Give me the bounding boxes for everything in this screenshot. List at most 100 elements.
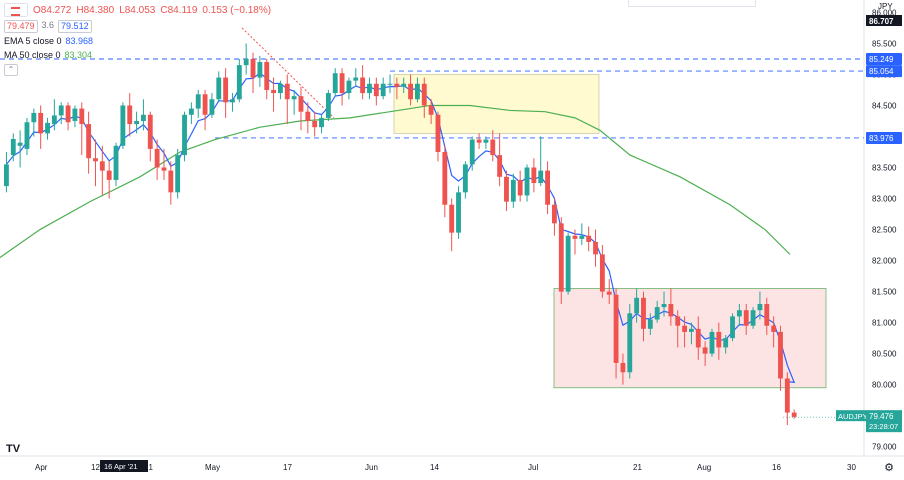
time-tick-label: Jun (365, 463, 378, 472)
level-label-85054: 85.054 (869, 67, 894, 76)
candle-body (449, 204, 455, 233)
last-price-label: 79.476 (869, 412, 894, 421)
level-label-85249-bg (866, 53, 902, 66)
candle-body (86, 124, 92, 159)
candle-body (141, 114, 146, 121)
level-label-83976-bg (866, 131, 902, 144)
candle-body (469, 139, 475, 165)
ma-label: MA 50 close 0 (4, 50, 61, 60)
candle-body (312, 120, 318, 128)
candle-body (456, 192, 461, 233)
time-tick-label: 30 (847, 463, 856, 472)
candle-body (743, 310, 749, 326)
buy-price-button[interactable]: 79.512 (58, 20, 92, 33)
candle-body (339, 73, 345, 94)
candle-body (325, 93, 331, 118)
candle-body (298, 96, 304, 112)
candle-body (476, 139, 482, 143)
tradingview-logo-icon: TV (6, 443, 21, 455)
demand-zone-rect (553, 288, 827, 389)
candle-body (106, 170, 112, 180)
candle-body (120, 105, 126, 146)
ema-legend[interactable]: EMA 5 close 0 83.968 (4, 36, 93, 46)
time-tick-label: May (205, 463, 220, 472)
symbol-tag: AUDJPY (838, 412, 868, 421)
candle-body (572, 235, 578, 239)
candle-body (531, 167, 537, 184)
candle-body (236, 65, 242, 100)
candle-body (771, 325, 777, 332)
price-tick-label: 84.500 (872, 101, 897, 110)
candle-body (579, 235, 585, 239)
candle-body (319, 117, 324, 128)
candle-body (373, 83, 379, 97)
time-tick-label: 21 (633, 463, 642, 472)
candle-body (291, 96, 297, 100)
candle-body (79, 108, 85, 125)
candle-body (641, 297, 646, 329)
candle-body (661, 304, 667, 308)
candle-body (510, 179, 516, 202)
candle-body (435, 114, 441, 152)
candle-body (517, 179, 523, 196)
candle-body (497, 155, 503, 177)
countdown-label: 23:28:07 (869, 422, 898, 431)
candle-body (38, 112, 44, 134)
candle-body (552, 204, 557, 224)
candle-body (627, 313, 633, 373)
high-value: H84.380 (76, 4, 115, 16)
currency-label: JPY (878, 2, 893, 11)
candle-body (675, 316, 681, 326)
candle-body (504, 176, 509, 202)
time-marker-label: 16 Apr '21 (104, 462, 138, 471)
candle-body (182, 114, 187, 156)
time-tick-label: 21 (144, 463, 153, 472)
time-marker-bg (100, 460, 148, 472)
candle-body (606, 291, 612, 295)
candle-body (428, 105, 434, 115)
candle-body (51, 115, 57, 125)
top-toolbar-tab[interactable] (628, 0, 756, 7)
candle-body (264, 62, 270, 90)
candle-body (387, 83, 393, 85)
close-value: C84.119 (160, 4, 198, 16)
supply-zone-rect (393, 74, 600, 134)
candle-body (134, 120, 139, 125)
time-tick-label: Apr (35, 463, 48, 472)
candle-body (380, 83, 386, 97)
candle-body (702, 347, 708, 354)
candle-body (360, 77, 366, 94)
candle-body (209, 99, 215, 115)
candle-body (161, 167, 167, 171)
level-label-83976: 83.976 (869, 134, 894, 143)
candle-body (216, 77, 222, 100)
candle-body (558, 223, 564, 292)
candle-body (750, 310, 756, 326)
settings-gear-icon[interactable]: ⚙ (884, 462, 894, 474)
candle-body (462, 164, 468, 193)
symbol-toggle-button[interactable] (4, 3, 28, 17)
candle-body (99, 161, 105, 171)
candle-body (599, 254, 605, 292)
candle-body (593, 241, 598, 255)
candle-body (764, 304, 770, 326)
sell-price-button[interactable]: 79.479 (4, 20, 38, 33)
candle-body (332, 73, 338, 94)
candle-body (93, 158, 98, 162)
collapse-legend-button[interactable]: ⌃ (4, 64, 18, 76)
candle-body (188, 108, 194, 115)
candle-body (45, 122, 50, 134)
candle-body (195, 94, 201, 109)
candle-body (730, 316, 735, 339)
candle-body (31, 112, 37, 123)
level-label-85249: 85.249 (869, 55, 894, 64)
candle-body (353, 77, 359, 81)
candle-body (4, 164, 9, 187)
candle-body (613, 294, 619, 363)
price-tick-label: 83.500 (872, 164, 897, 173)
price-tick-label: 85.500 (872, 39, 897, 48)
ma-legend[interactable]: MA 50 close 0 83.304 (4, 50, 92, 60)
candle-body (284, 83, 290, 100)
